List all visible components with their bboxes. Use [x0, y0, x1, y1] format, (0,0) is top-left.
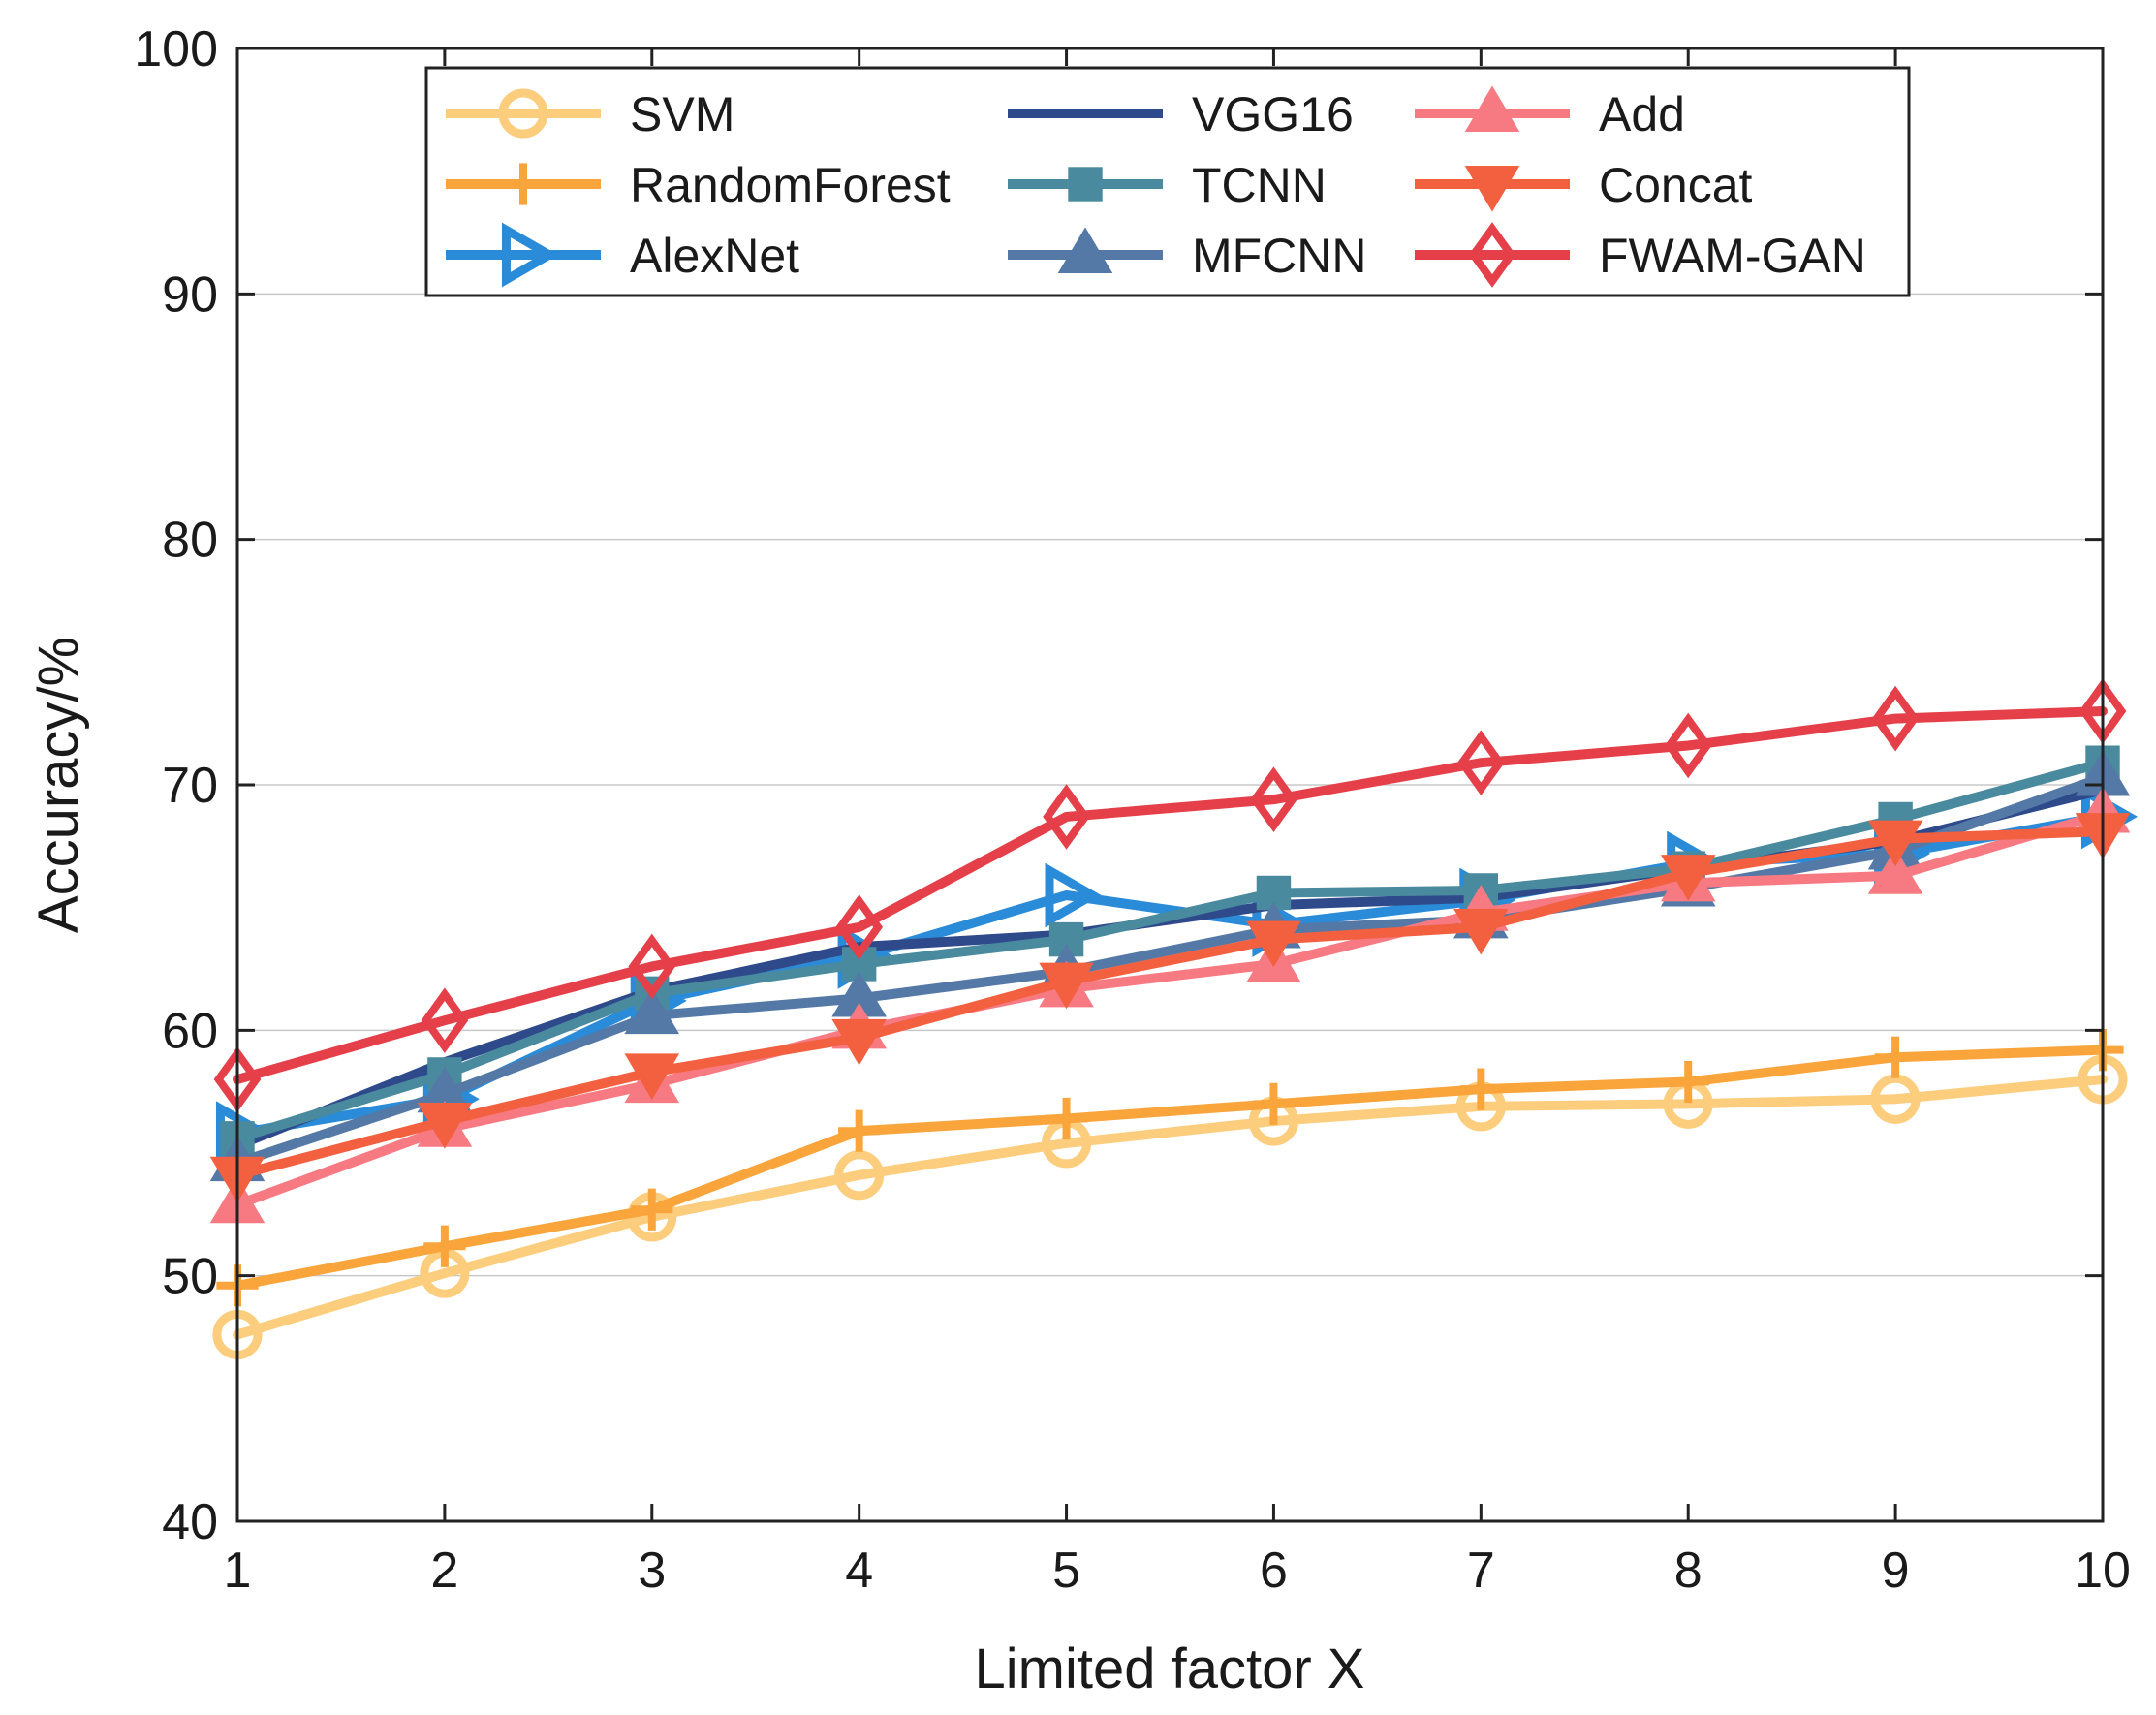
legend-label-concat: Concat — [1599, 158, 1753, 212]
legend-item-svm: SVM — [446, 87, 734, 141]
x-tick-label: 4 — [845, 1543, 873, 1599]
data-point-concat — [624, 1053, 680, 1100]
legend-box — [424, 66, 1911, 297]
legend-marker-tcnn — [1068, 167, 1103, 202]
legend-item-alexnet: AlexNet — [446, 222, 799, 288]
legend-marker-mfcnn — [1057, 227, 1113, 274]
data-point-randomforest — [1045, 1097, 1088, 1140]
legend-label-svm: SVM — [630, 87, 734, 141]
y-tick-label: 100 — [134, 21, 218, 78]
data-point-add — [1867, 848, 1923, 894]
series-line-concat — [233, 826, 2108, 1180]
x-tick-label: 8 — [1674, 1543, 1703, 1599]
x-tick-label: 2 — [430, 1543, 458, 1599]
legend-marker-add — [1464, 85, 1520, 133]
legend-item-vgg16: VGG16 — [1008, 87, 1354, 141]
data-point-fwam-gan — [835, 894, 884, 960]
legend-label-alexnet: AlexNet — [630, 229, 799, 283]
data-point-randomforest — [1459, 1068, 1502, 1110]
legend-label-add: Add — [1599, 87, 1685, 141]
y-tick-label: 70 — [162, 758, 218, 814]
data-point-mfcnn — [624, 987, 680, 1035]
legend-item-fwam-gan: FWAM-GAN — [1415, 222, 1866, 288]
data-point-fwam-gan — [1250, 766, 1297, 833]
legend-label-tcnn: TCNN — [1192, 158, 1327, 212]
series-line-randomforest — [233, 1045, 2108, 1291]
data-point-svm — [1870, 1074, 1921, 1124]
data-point-fwam-gan — [1664, 712, 1712, 779]
x-tick-label: 1 — [224, 1543, 252, 1599]
y-tick-label: 50 — [162, 1249, 218, 1305]
data-point-concat — [1660, 855, 1716, 901]
series-concat — [209, 813, 2131, 1203]
legend: SVM RandomForest AlexNet VGG16 TCNN MFCNN Add C… — [424, 66, 1911, 297]
legend-marker-svm — [498, 88, 548, 139]
series-line-tcnn — [233, 758, 2108, 1143]
legend-item-concat: Concat — [1415, 158, 1753, 212]
data-point-fwam-gan — [1043, 784, 1090, 850]
legend-label-mfcnn: MFCNN — [1192, 229, 1367, 283]
legend-marker-alexnet — [501, 222, 559, 288]
data-point-randomforest — [1874, 1036, 1917, 1078]
x-tick-label: 3 — [638, 1543, 666, 1599]
x-tick-label: 10 — [2075, 1543, 2131, 1599]
series-fwam-gan — [213, 678, 2127, 1112]
series-line-svm — [233, 1075, 2108, 1340]
x-tick-label: 6 — [1260, 1543, 1288, 1599]
data-point-fwam-gan — [628, 933, 676, 1000]
legend-marker-concat — [1464, 165, 1520, 212]
data-point-concat — [1039, 962, 1094, 1010]
legend-item-mfcnn: MFCNN — [1008, 227, 1367, 283]
axis-ticks: 1 2 3 4 5 6 7 8 9 10 40 50 60 70 80 90 100 — [134, 21, 2131, 1599]
data-point-randomforest — [631, 1188, 673, 1231]
y-tick-label: 80 — [162, 513, 218, 569]
legend-item-tcnn: TCNN — [1008, 158, 1327, 212]
data-point-randomforest — [1667, 1060, 1709, 1104]
legend-marker-fwam-gan — [1468, 222, 1516, 288]
data-point-fwam-gan — [421, 987, 469, 1054]
data-point-fwam-gan — [1456, 730, 1505, 796]
data-point-alexnet — [1045, 862, 1102, 928]
series-line-mfcnn — [233, 772, 2108, 1169]
y-tick-label: 90 — [162, 266, 218, 323]
legend-item-add: Add — [1415, 85, 1685, 141]
x-tick-label: 7 — [1467, 1543, 1495, 1599]
legend-marker-randomforest — [502, 163, 545, 205]
series-line-add — [233, 809, 2108, 1210]
data-point-randomforest — [1252, 1082, 1296, 1125]
data-point-randomforest — [423, 1225, 466, 1267]
x-tick-label: 9 — [1882, 1543, 1910, 1599]
y-tick-label: 40 — [162, 1494, 218, 1550]
x-axis-label: Limited factor X — [975, 1637, 1365, 1700]
x-tick-label: 5 — [1052, 1543, 1080, 1599]
y-axis-label: Accuracy/% — [27, 637, 90, 933]
data-point-svm — [834, 1150, 885, 1200]
data-point-randomforest — [838, 1109, 881, 1152]
data-point-concat — [1246, 920, 1301, 968]
series-line-fwam-gan — [233, 706, 2108, 1084]
data-point-concat — [417, 1103, 473, 1149]
legend-label-randomforest: RandomForest — [630, 158, 951, 212]
data-point-concat — [831, 1018, 887, 1066]
y-tick-label: 60 — [162, 1003, 218, 1059]
legend-label-fwam-gan: FWAM-GAN — [1599, 229, 1866, 283]
data-point-concat — [1453, 908, 1509, 955]
legend-item-randomforest: RandomForest — [446, 158, 951, 212]
legend-label-vgg16: VGG16 — [1192, 87, 1354, 141]
data-point-concat — [1867, 820, 1923, 867]
data-point-fwam-gan — [1871, 685, 1920, 752]
